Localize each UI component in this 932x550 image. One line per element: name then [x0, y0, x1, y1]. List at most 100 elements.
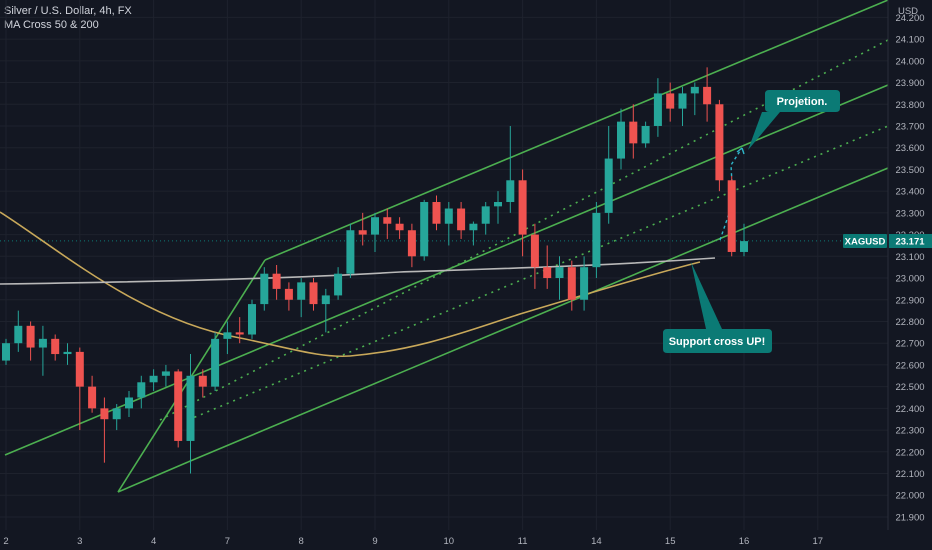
candle-body — [617, 121, 625, 159]
candle-body — [604, 158, 613, 213]
x-tick-label: 11 — [518, 536, 528, 547]
candle-body — [149, 375, 158, 383]
x-tick-label: 2 — [3, 536, 8, 547]
candle-body — [235, 332, 244, 335]
candle-body — [51, 338, 60, 355]
candle-body — [407, 230, 416, 257]
y-tick-label: 22.400 — [895, 404, 924, 415]
projection-arrowhead — [736, 147, 745, 155]
x-tick-label: 16 — [739, 536, 750, 547]
callout-projection-text: Projetion. — [777, 96, 828, 108]
y-tick-label: 24.200 — [895, 13, 924, 24]
channel-dotted-lower — [187, 125, 889, 421]
candle-body — [112, 408, 121, 420]
candle-body — [494, 202, 502, 207]
y-tick-label: 23.700 — [895, 121, 924, 132]
candle-body — [297, 282, 306, 300]
ma200-line — [0, 257, 716, 285]
callout-support-text: Support cross UP! — [669, 336, 766, 348]
x-tick-label: 14 — [591, 536, 602, 547]
candle-body — [715, 104, 724, 181]
candle-body — [137, 382, 146, 398]
candle-body — [75, 351, 84, 387]
candle-body — [198, 375, 207, 387]
y-tick-label: 22.000 — [895, 491, 924, 502]
x-tick-label: 9 — [372, 536, 377, 547]
candle-body — [469, 223, 478, 231]
y-tick-label: 23.100 — [895, 252, 924, 263]
chart-header: Silver / U.S. Dollar, 4h, FX MA Cross 50… — [4, 4, 132, 32]
candle-body — [211, 338, 220, 387]
candle-body — [260, 273, 269, 305]
candle-body — [2, 343, 10, 361]
y-tick-label: 22.300 — [895, 426, 924, 437]
candle-body — [457, 208, 466, 231]
candle-body — [703, 86, 712, 105]
y-tick-label: 23.500 — [895, 165, 924, 176]
y-tick-label: 22.100 — [895, 469, 924, 480]
candle-body — [420, 202, 429, 257]
y-tick-label: 22.900 — [895, 295, 924, 306]
candle-body — [432, 202, 441, 224]
candle-body — [690, 86, 699, 94]
x-tick-label: 8 — [299, 536, 304, 547]
candle-body — [14, 325, 23, 344]
x-tick-label: 10 — [444, 536, 455, 547]
candle-body — [543, 267, 552, 279]
candle-body — [346, 230, 355, 274]
y-tick-label: 23.300 — [895, 208, 924, 219]
candle-body — [444, 208, 453, 224]
candle-body — [309, 282, 318, 305]
price-tag-bg — [889, 234, 932, 248]
x-tick-label: 3 — [77, 536, 82, 547]
candle-body — [555, 267, 564, 279]
time-axis-labels: 2 3 4 7 8 9 10 11 14 15 16 17 — [3, 536, 823, 547]
candle-body — [63, 351, 72, 355]
candle-body — [358, 230, 367, 235]
candle-body — [481, 206, 490, 224]
candle-body — [727, 180, 736, 252]
candle-body — [530, 234, 539, 268]
candle-body — [272, 273, 281, 289]
callout-projection-bubble — [748, 90, 840, 150]
y-tick-label: 23.800 — [895, 100, 924, 111]
projection-path — [719, 147, 743, 241]
time-axis[interactable] — [0, 530, 888, 550]
symbol-tag: XAGUSD — [845, 237, 886, 248]
y-tick-label: 23.900 — [895, 78, 924, 89]
drawing-layer — [0, 0, 889, 493]
last-price-tag: XAGUSD 23.171 — [843, 234, 932, 248]
y-tick-label: 23.400 — [895, 187, 924, 198]
callout-projection[interactable]: Projetion. — [748, 90, 840, 150]
candle-body — [125, 397, 133, 409]
symbol-title[interactable]: Silver / U.S. Dollar, 4h, FX — [4, 5, 132, 17]
x-tick-label: 7 — [225, 536, 230, 547]
candle-body — [321, 295, 330, 305]
y-tick-label: 21.900 — [895, 512, 924, 523]
y-tick-label: 22.200 — [895, 447, 924, 458]
candle-body — [26, 325, 35, 348]
channel-lower — [187, 167, 889, 463]
indicator-label[interactable]: MA Cross 50 & 200 — [4, 19, 99, 31]
candle-body — [371, 217, 379, 235]
candle-body — [592, 212, 601, 268]
x-tick-label: 4 — [151, 536, 156, 547]
candle-body — [653, 93, 662, 126]
callout-support[interactable]: Support cross UP! — [663, 262, 772, 353]
candle-body — [641, 125, 650, 144]
candle-body — [223, 332, 232, 339]
candle-body — [666, 93, 675, 109]
ma50-line — [0, 211, 701, 358]
candle-body — [161, 371, 170, 376]
x-tick-label: 15 — [665, 536, 676, 547]
y-tick-label: 22.800 — [895, 317, 924, 328]
candle-body — [284, 288, 293, 300]
pitchfork-base — [117, 461, 189, 493]
candle-body — [740, 241, 748, 252]
y-tick-label: 22.500 — [895, 382, 924, 393]
y-tick-label: 23.600 — [895, 143, 924, 154]
candle-body — [88, 386, 97, 409]
y-tick-label: 24.000 — [895, 56, 924, 67]
price-axis[interactable] — [888, 0, 932, 550]
